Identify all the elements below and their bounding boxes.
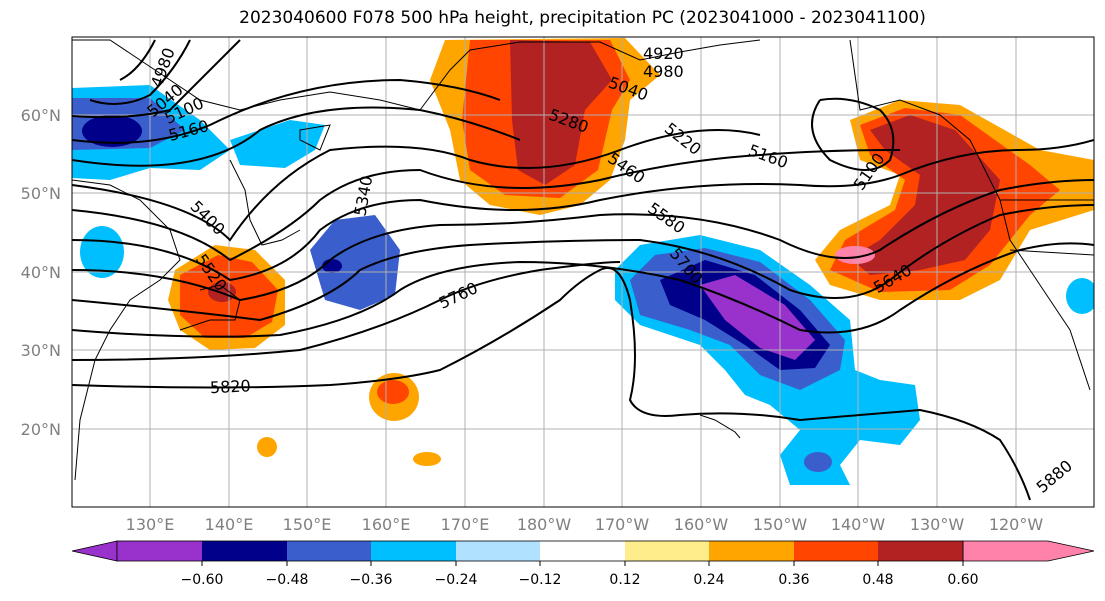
lon-label: 150°E: [283, 515, 332, 534]
latitude-labels: 60°N 50°N 40°N 30°N 20°N: [21, 106, 61, 439]
anomaly-far-east: [80, 226, 124, 278]
contour-label: 4920: [643, 44, 684, 63]
colorbar-swatch: [878, 541, 963, 561]
colorbar-tick-label: 0.48: [862, 572, 893, 588]
lat-label: 60°N: [21, 106, 61, 125]
colorbar-tick-label: −0.12: [519, 572, 562, 588]
lon-label: 120°W: [989, 515, 1044, 534]
lon-label: 140°E: [205, 515, 254, 534]
colorbar-tick-label: 0.12: [609, 572, 640, 588]
colorbar-extend-low: [71, 540, 118, 562]
longitude-labels: 130°E 140°E 150°E 160°E 170°E 180°W 170°…: [126, 515, 1044, 534]
lon-label: 130°E: [126, 515, 175, 534]
anomaly-south-1: [804, 452, 832, 472]
anomaly-east-coast: [1066, 278, 1094, 314]
colorbar-tick-label: 0.60: [947, 572, 978, 588]
colorbar-swatch: [456, 541, 540, 561]
lon-label: 170°W: [595, 515, 650, 534]
anomaly-kamchatka-sea-core: [82, 115, 142, 147]
anomaly-subtropic-mid: [377, 380, 409, 404]
anomaly-small-1: [413, 452, 441, 466]
anomaly-aleutian-core: [510, 40, 612, 185]
colorbar-tick-label: −0.60: [181, 572, 224, 588]
lon-label: 160°W: [674, 515, 729, 534]
colorbar-swatch: [625, 541, 709, 561]
colorbar-tick-label: −0.24: [435, 572, 478, 588]
contour-label: 4980: [643, 62, 684, 81]
lat-label: 30°N: [21, 341, 61, 360]
lon-label: 180°W: [517, 515, 572, 534]
anomaly-okhotsk: [230, 120, 325, 168]
height-contours: [72, 39, 1094, 501]
graticule: [72, 37, 1094, 507]
lon-label: 170°E: [441, 515, 490, 534]
colorbar-tick-label: −0.48: [266, 572, 309, 588]
colorbar-extend-high: [962, 540, 1095, 562]
colorbar-swatch: [540, 541, 625, 561]
lat-label: 20°N: [21, 420, 61, 439]
colorbar-swatch: [794, 541, 878, 561]
map-title: 2023040600 F078 500 hPa height, precipit…: [239, 8, 926, 28]
colorbar-swatch: [709, 541, 794, 561]
colorbar-swatch: [117, 541, 202, 561]
lon-label: 130°W: [910, 515, 965, 534]
lon-label: 160°E: [362, 515, 411, 534]
colorbar-swatch: [371, 541, 456, 561]
lon-label: 150°W: [753, 515, 808, 534]
colorbar-tick-label: 0.36: [778, 572, 809, 588]
colorbar-ticks: [201, 561, 964, 566]
anomaly-small-2: [257, 437, 277, 457]
colorbar-swatch: [202, 541, 287, 561]
colorbar-tick-label: 0.24: [693, 572, 724, 588]
lat-label: 40°N: [21, 263, 61, 282]
colorbar: −0.60 −0.48 −0.36 −0.24 −0.12 0.12 0.24 …: [71, 540, 1095, 588]
map-frame: [71, 36, 1095, 508]
colorbar-tick-label: −0.36: [350, 572, 393, 588]
lat-label: 50°N: [21, 184, 61, 203]
colorbar-swatch: [287, 541, 371, 561]
anomaly-northeast-pacific-peak: [835, 246, 875, 264]
lon-label: 140°W: [831, 515, 886, 534]
contour-label: 5820: [210, 376, 252, 397]
anomaly-central-pacific-core: [700, 275, 815, 360]
anomaly-north-pacific-low: [310, 215, 400, 310]
coastlines: [72, 39, 1094, 481]
